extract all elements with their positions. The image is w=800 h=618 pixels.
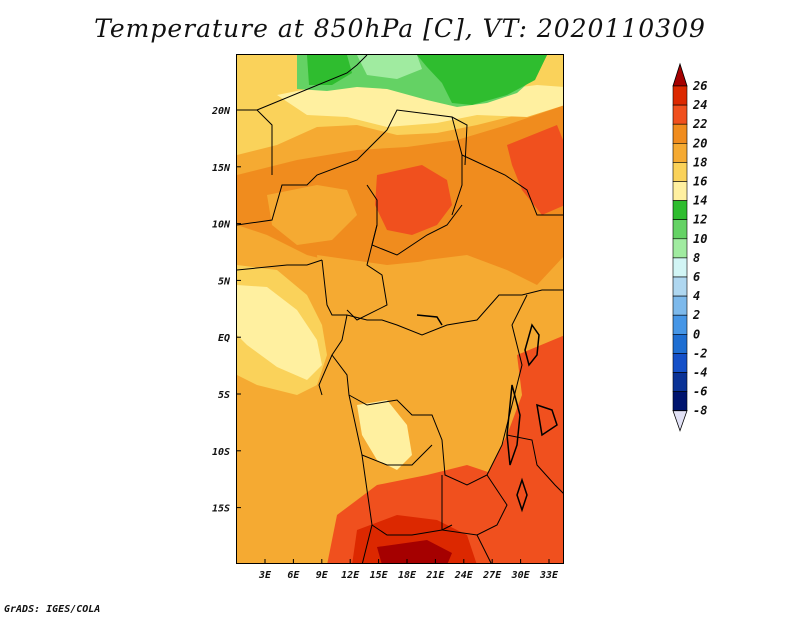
colorbar-label: 16: [693, 175, 707, 189]
field-green-dark-north-2: [417, 55, 547, 105]
colorbar-segment: [672, 257, 688, 278]
colorbar-segment: [672, 276, 688, 297]
colorbar-label: 2: [692, 308, 700, 322]
colorbar-segment: [672, 372, 688, 392]
latitude-label: 15N: [212, 163, 231, 174]
colorbar-label: 18: [693, 155, 707, 169]
colorbar-segment: [672, 85, 688, 106]
colorbar-segment: [672, 104, 688, 125]
colorbar-segment: [672, 238, 688, 259]
field-dark-red-south: [377, 540, 452, 563]
longitude-label: 27E: [482, 570, 502, 581]
colorbar-label: -4: [693, 366, 707, 380]
colorbar-segment: [672, 219, 688, 240]
colorbar-label: -8: [693, 404, 707, 418]
colorbar-label: 14: [693, 194, 707, 208]
colorbar-label: 0: [693, 327, 700, 341]
longitude-label: 9E: [316, 570, 329, 581]
latitude-label: 10S: [212, 447, 230, 458]
latitude-label: 10N: [212, 220, 231, 231]
longitude-axis: 3E 6E 9E 12E 15E 18E 21E 24E 27E 30E 33E: [258, 559, 559, 581]
colorbar-label: 24: [692, 98, 707, 112]
colorbar-label: 10: [693, 232, 707, 246]
longitude-label: 33E: [539, 570, 559, 581]
colorbar-segment: [672, 295, 688, 316]
field-orange-light-sahel: [267, 185, 357, 245]
field-pale-yellow-angola: [357, 400, 412, 470]
colorbar-label: -2: [693, 346, 707, 360]
country-borders: [237, 55, 563, 563]
latitude-label: 5N: [218, 276, 231, 287]
longitude-label: 24E: [454, 570, 474, 581]
colorbar-segment: [672, 200, 688, 221]
colorbar-top-arrow: [672, 62, 688, 87]
colorbar-label: 6: [693, 270, 700, 284]
footer-credit: GrADS: IGES/COLA: [4, 604, 101, 615]
field-green-light-north: [357, 55, 422, 79]
colorbar-segment: [672, 143, 688, 163]
field-green-dark-north: [307, 55, 352, 85]
latitude-label: 20N: [211, 106, 231, 117]
longitude-label: 6E: [287, 570, 300, 581]
colorbar-label: 12: [693, 213, 707, 227]
colorbar-segment: [672, 333, 688, 354]
field-red-orange-chad: [375, 165, 452, 235]
colorbar-segment: [672, 181, 688, 201]
field-red-orange-sudan: [507, 125, 563, 215]
lakes: [416, 314, 558, 513]
longitude-label: 3E: [258, 570, 272, 581]
latitude-axis: 20N 15N 10N 5N EQ 5S 10S 15S: [211, 106, 241, 515]
colorbar-label: 4: [693, 289, 700, 303]
field-pale-yellow-coast: [237, 285, 322, 380]
longitude-label: 30E: [511, 570, 531, 581]
colorbar-segment: [672, 391, 688, 412]
colorbar-segment: [672, 162, 688, 182]
colorbar-label: 26: [692, 79, 707, 93]
colorbar-label: 8: [693, 251, 700, 265]
longitude-label: 15E: [370, 570, 389, 581]
colorbar-segment: [672, 314, 688, 335]
field-orange-light-central: [317, 255, 527, 425]
temperature-field: [237, 55, 563, 563]
longitude-label: 21E: [425, 570, 445, 581]
latitude-label: 15S: [212, 504, 230, 515]
longitude-label: 12E: [341, 570, 360, 581]
map-title: Temperature at 850hPa [C], VT: 202011030…: [94, 14, 706, 43]
colorbar-bottom-arrow: [672, 410, 688, 432]
colorbar-label: 20: [692, 136, 707, 150]
temperature-map: [236, 54, 564, 564]
colorbar-label: 22: [692, 117, 707, 131]
colorbar-segment: [672, 353, 688, 373]
colorbar-label: -6: [693, 385, 707, 399]
longitude-label: 18E: [398, 570, 417, 581]
colorbar-segment: [672, 123, 688, 144]
latitude-label: 5S: [218, 390, 230, 401]
latitude-label: EQ: [218, 333, 230, 344]
